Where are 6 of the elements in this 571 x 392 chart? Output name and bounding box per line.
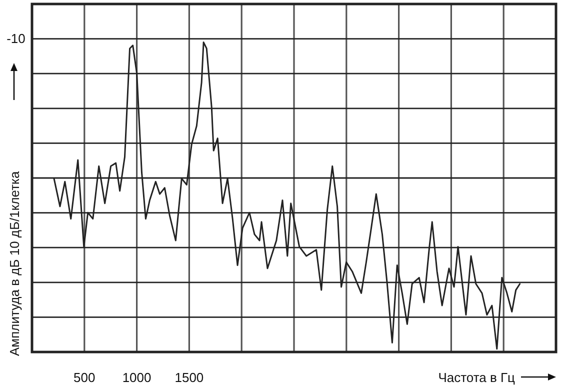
x-tick-label: 1000 bbox=[122, 370, 152, 385]
x-tick-label: 1500 bbox=[174, 370, 204, 385]
x-tick-label: 500 bbox=[74, 370, 96, 385]
y-axis-title: Амплитуда в дБ 10 дБ/1клетка bbox=[7, 170, 22, 356]
text: -10 bbox=[6, 30, 26, 46]
x-axis-title: Частота в Гц bbox=[438, 370, 516, 385]
